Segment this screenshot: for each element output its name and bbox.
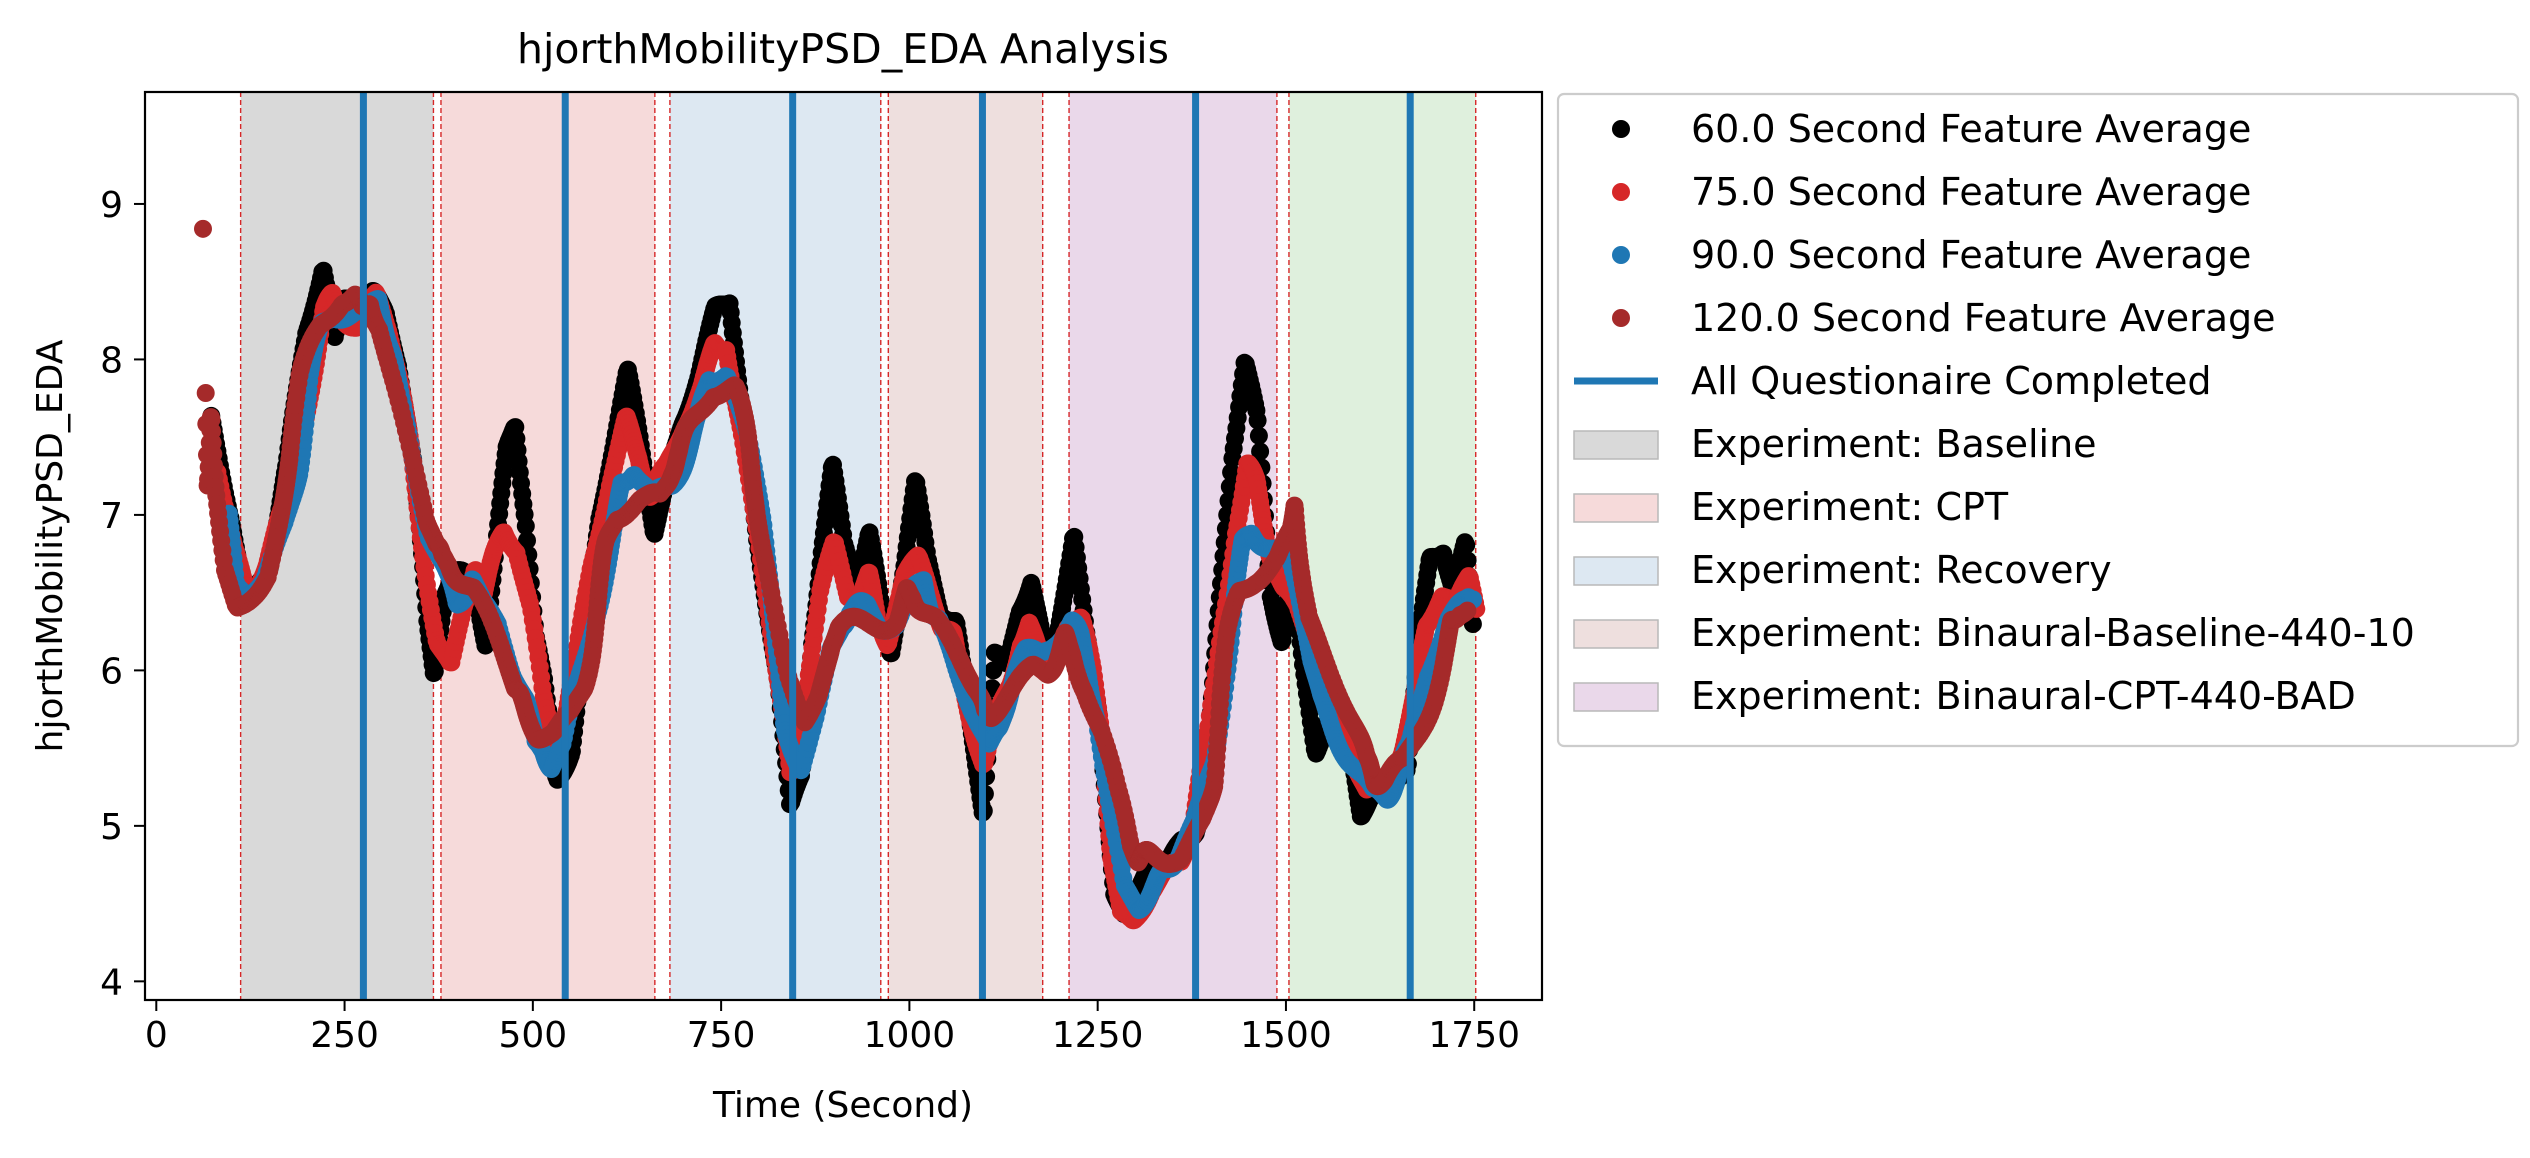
series-0-point-1041 (1457, 536, 1476, 554)
x-tick-label-7: 1750 (1428, 1015, 1520, 1056)
legend-label-1: 75.0 Second Feature Average (1691, 170, 2251, 214)
series-0-point-1042 (1458, 551, 1477, 570)
x-tick-label-5: 1250 (1052, 1015, 1144, 1056)
legend-label-5: Experiment: Baseline (1691, 422, 2097, 466)
y-axis-label: hjorthMobilityPSD_EDA (30, 339, 71, 752)
plot-frame (143, 90, 1544, 1002)
legend: 60.0 Second Feature Average 75.0 Second F… (1556, 92, 2520, 748)
x-tick-label-0: 0 (145, 1015, 168, 1056)
legend-marker-2 (1612, 246, 1630, 264)
x-axis-label: Time (Second) (712, 1085, 973, 1126)
y-tick-label-1: 5 (100, 807, 123, 848)
legend-marker-1 (1612, 183, 1630, 201)
series-0-point-867 (1249, 426, 1268, 445)
plot-inner (193, 92, 1486, 1000)
legend-label-6: Experiment: CPT (1691, 485, 2009, 529)
legend-label-9: Experiment: Binaural-CPT-440-BAD (1691, 674, 2356, 718)
y-axis: 4 5 6 7 8 9 (100, 185, 145, 1003)
x-tick-label-2: 500 (498, 1015, 567, 1056)
legend-label-8: Experiment: Binaural-Baseline-440-10 (1691, 611, 2415, 655)
x-tick-label-4: 1000 (864, 1015, 956, 1056)
x-tick-label-6: 1500 (1240, 1015, 1332, 1056)
legend-label-4: All Questionaire Completed (1691, 359, 2212, 403)
y-tick-label-3: 7 (100, 496, 123, 537)
series-0-point-262 (518, 531, 536, 550)
legend-box (1556, 92, 2520, 748)
legend-marker-5 (1573, 430, 1659, 460)
series-3-point-0 (196, 384, 215, 402)
y-tick-label-4: 8 (100, 340, 123, 381)
series-3 (193, 219, 1477, 873)
series-0-point-261 (516, 517, 535, 536)
series-0-point-866 (1248, 411, 1267, 430)
chart-title: hjorthMobilityPSD_EDA Analysis (517, 25, 1169, 73)
series-0-point-868 (1251, 442, 1270, 461)
legend-marker-0 (1612, 120, 1630, 138)
series-3-outlier-0 (193, 219, 212, 238)
y-tick-label-5: 9 (100, 185, 123, 226)
legend-marker-3 (1612, 309, 1630, 327)
legend-label-7: Experiment: Recovery (1691, 548, 2112, 592)
series-0-point-846 (1222, 463, 1241, 482)
x-tick-label-1: 250 (310, 1015, 379, 1056)
legend-label-0: 60.0 Second Feature Average (1691, 107, 2251, 151)
legend-marker-9 (1573, 682, 1659, 712)
y-tick-label-2: 6 (100, 651, 123, 692)
series-3-point-1056 (1458, 601, 1477, 620)
legend-marker-7 (1573, 556, 1659, 586)
x-axis: 0 250 500 750 1000 1250 1500 1750 (145, 1000, 1520, 1056)
phase-band-1 (440, 92, 655, 1000)
legend-marker-6 (1573, 493, 1659, 523)
legend-label-2: 90.0 Second Feature Average (1691, 233, 2251, 277)
x-tick-label-3: 750 (687, 1015, 756, 1056)
y-tick-label-0: 4 (100, 962, 123, 1003)
plot-area (193, 92, 1486, 1000)
legend-label-3: 120.0 Second Feature Average (1691, 296, 2276, 340)
legend-marker-8 (1573, 619, 1659, 649)
